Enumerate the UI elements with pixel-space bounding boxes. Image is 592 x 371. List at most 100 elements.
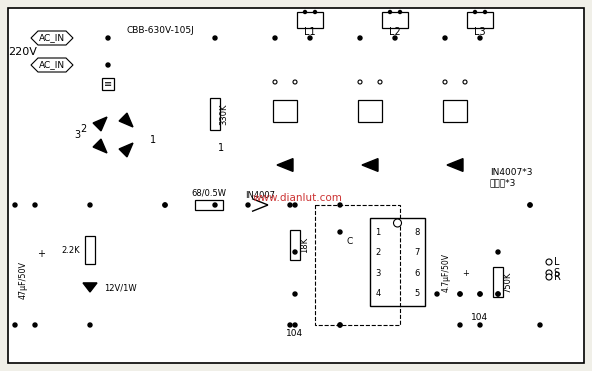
Text: L: L xyxy=(554,257,560,267)
Circle shape xyxy=(358,36,362,40)
Text: 4.7μF/50V: 4.7μF/50V xyxy=(442,253,451,292)
Text: L2: L2 xyxy=(389,27,401,37)
Circle shape xyxy=(293,323,297,327)
Polygon shape xyxy=(119,113,133,127)
Circle shape xyxy=(163,203,167,207)
Circle shape xyxy=(458,292,462,296)
Circle shape xyxy=(338,230,342,234)
Bar xyxy=(102,78,114,90)
Circle shape xyxy=(478,292,482,296)
Polygon shape xyxy=(277,158,293,171)
Circle shape xyxy=(478,36,482,40)
Circle shape xyxy=(435,292,439,296)
Circle shape xyxy=(443,36,447,40)
Text: 1: 1 xyxy=(150,135,156,145)
Circle shape xyxy=(293,203,297,207)
Bar xyxy=(382,12,408,28)
Circle shape xyxy=(304,10,307,13)
Circle shape xyxy=(388,10,391,13)
Circle shape xyxy=(163,203,167,207)
Text: 2: 2 xyxy=(375,247,381,256)
Bar xyxy=(493,267,503,297)
Bar xyxy=(195,200,223,210)
Circle shape xyxy=(283,163,287,167)
Text: 104: 104 xyxy=(287,328,304,338)
Polygon shape xyxy=(252,205,268,211)
Circle shape xyxy=(213,203,217,207)
Polygon shape xyxy=(119,143,133,157)
Circle shape xyxy=(398,10,401,13)
Text: 104: 104 xyxy=(471,312,488,322)
Circle shape xyxy=(338,323,342,327)
Circle shape xyxy=(458,292,462,296)
Bar xyxy=(443,100,467,122)
Circle shape xyxy=(213,36,217,40)
Circle shape xyxy=(293,80,297,84)
Circle shape xyxy=(458,323,462,327)
Text: 4: 4 xyxy=(375,289,381,299)
Text: 3: 3 xyxy=(375,269,381,278)
Circle shape xyxy=(443,80,447,84)
Text: 2: 2 xyxy=(80,124,86,134)
Circle shape xyxy=(33,203,37,207)
Text: IN4007*3: IN4007*3 xyxy=(490,167,532,177)
Circle shape xyxy=(528,203,532,207)
Text: 220V: 220V xyxy=(8,46,37,56)
Circle shape xyxy=(338,323,342,327)
Circle shape xyxy=(293,250,297,254)
Circle shape xyxy=(338,203,342,207)
Text: 750K: 750K xyxy=(504,271,513,293)
Circle shape xyxy=(88,323,92,327)
Bar xyxy=(273,100,297,122)
Circle shape xyxy=(106,63,110,67)
Circle shape xyxy=(13,203,17,207)
Bar xyxy=(315,205,400,325)
Text: IN4007: IN4007 xyxy=(245,190,275,200)
Text: 12V/1W: 12V/1W xyxy=(104,283,137,292)
Text: L1: L1 xyxy=(304,27,316,37)
Circle shape xyxy=(378,80,382,84)
Circle shape xyxy=(546,259,552,265)
Text: 继电器*3: 继电器*3 xyxy=(490,178,516,187)
Text: S: S xyxy=(553,268,559,278)
Circle shape xyxy=(484,10,487,13)
Text: 5: 5 xyxy=(414,289,420,299)
Circle shape xyxy=(273,36,277,40)
Text: 1: 1 xyxy=(218,143,224,153)
Text: 7: 7 xyxy=(414,247,420,256)
Text: 1: 1 xyxy=(375,227,381,236)
Circle shape xyxy=(394,219,401,227)
Circle shape xyxy=(453,163,457,167)
Circle shape xyxy=(496,292,500,296)
Circle shape xyxy=(453,163,457,167)
Circle shape xyxy=(246,203,250,207)
Circle shape xyxy=(273,80,277,84)
Circle shape xyxy=(546,270,552,276)
Text: +: + xyxy=(37,249,45,259)
Circle shape xyxy=(368,163,372,167)
Circle shape xyxy=(308,36,312,40)
Circle shape xyxy=(478,292,482,296)
Circle shape xyxy=(33,323,37,327)
Circle shape xyxy=(496,292,500,296)
Circle shape xyxy=(393,36,397,40)
Polygon shape xyxy=(83,283,97,292)
Polygon shape xyxy=(447,158,463,171)
Circle shape xyxy=(288,203,292,207)
Circle shape xyxy=(538,323,542,327)
Text: 2.2K: 2.2K xyxy=(62,246,80,255)
Circle shape xyxy=(293,292,297,296)
Text: www.dianlut.com: www.dianlut.com xyxy=(253,193,343,203)
Circle shape xyxy=(528,203,532,207)
Bar xyxy=(297,12,323,28)
Polygon shape xyxy=(93,139,107,153)
Text: L3: L3 xyxy=(474,27,486,37)
Text: 47μF/50V: 47μF/50V xyxy=(18,261,27,299)
Polygon shape xyxy=(252,198,268,205)
Text: AC_IN: AC_IN xyxy=(39,60,65,69)
Text: R: R xyxy=(554,272,561,282)
Bar xyxy=(290,230,300,260)
Circle shape xyxy=(368,163,372,167)
Text: 8: 8 xyxy=(414,227,420,236)
Polygon shape xyxy=(93,117,107,131)
